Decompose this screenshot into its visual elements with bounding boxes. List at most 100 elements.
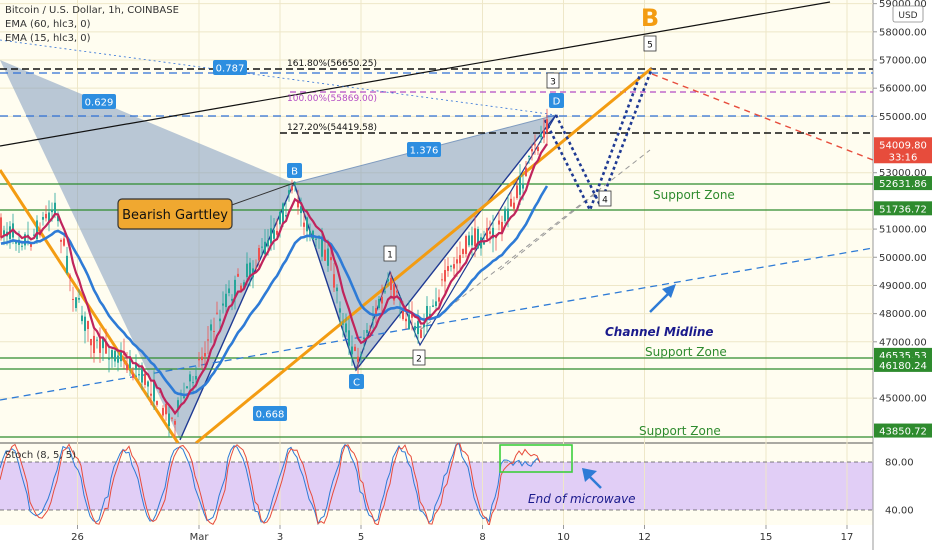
- candle-body: [45, 213, 47, 219]
- candle-body: [201, 356, 203, 361]
- price-tag-label: 54009.80: [879, 140, 927, 151]
- candle-body: [342, 323, 344, 325]
- candle-body: [456, 259, 458, 264]
- candle-body: [300, 206, 302, 214]
- price-tag-label: 51736.72: [879, 204, 927, 215]
- candle-body: [336, 287, 338, 292]
- stoch-d-line: [0, 443, 541, 525]
- candle-body: [21, 245, 23, 247]
- candle-body: [417, 321, 419, 335]
- candle-body: [261, 246, 263, 248]
- svg-text:C: C: [353, 378, 360, 389]
- price-tag-label: 46535.53: [879, 351, 927, 362]
- price-tag-label: 52631.86: [879, 179, 927, 190]
- candle-body: [459, 255, 461, 264]
- candle-body: [33, 234, 35, 236]
- candle-body: [240, 285, 242, 291]
- candle-body: [408, 314, 410, 330]
- candle-body: [90, 339, 92, 346]
- candle-body: [207, 339, 209, 341]
- stoch-axis: 80.00 40.00: [885, 458, 914, 517]
- candle-body: [177, 400, 179, 409]
- candle-body: [378, 298, 380, 308]
- candle-body: [540, 134, 542, 138]
- candle-body: [303, 222, 305, 227]
- candle-body: [60, 239, 62, 242]
- candle-body: [159, 391, 161, 393]
- microwave-box: [499, 444, 573, 473]
- candle-body: [477, 228, 479, 249]
- candle-body: [330, 257, 332, 261]
- candle-body: [423, 322, 425, 328]
- ratio-tag-0629: 0.629: [82, 94, 116, 109]
- y-tick-label: 47000.00: [879, 337, 927, 348]
- candle-body: [162, 407, 164, 416]
- candle-body: [279, 211, 281, 225]
- candle-body: [99, 337, 101, 353]
- microwave-label: End of microwave: [528, 492, 636, 506]
- candle-body: [81, 315, 83, 322]
- candle-body: [390, 278, 392, 290]
- x-tick-label: 5: [358, 532, 364, 543]
- candle-body: [339, 308, 341, 313]
- candle-body: [249, 262, 251, 277]
- candle-body: [375, 308, 377, 315]
- candle-body: [174, 420, 176, 425]
- svg-text:1: 1: [387, 251, 393, 261]
- candle-body: [243, 282, 245, 288]
- candle-body: [363, 337, 365, 340]
- candle-body: [156, 401, 158, 405]
- candle-body: [72, 298, 74, 300]
- big-wave-b-label: B: [641, 4, 659, 32]
- candle-body: [516, 185, 518, 198]
- x-tick-label: 17: [841, 532, 854, 543]
- y-tick-label: 57000.00: [879, 56, 927, 67]
- candle-body: [414, 326, 416, 330]
- currency-badge[interactable]: USD: [892, 5, 924, 23]
- candle-body: [69, 275, 71, 279]
- candle-body: [270, 228, 272, 244]
- candle-body: [396, 290, 398, 293]
- y-tick-label: 59000.00: [879, 0, 927, 10]
- fib-label-1618: 161.80%(56650.25): [287, 59, 377, 69]
- candle-body: [63, 238, 65, 246]
- candle-body: [189, 374, 191, 382]
- candle-body: [246, 263, 248, 278]
- candle-body: [405, 318, 407, 322]
- candle-body: [165, 403, 167, 415]
- candle-body: [15, 241, 17, 244]
- candle-body: [210, 324, 212, 331]
- candle-body: [57, 215, 59, 222]
- candle-body: [486, 228, 488, 240]
- candle-body: [228, 288, 230, 294]
- wave-label-1: 1: [383, 245, 397, 262]
- candle-body: [129, 356, 131, 369]
- candle-body: [519, 176, 521, 195]
- x-tick-label: 3: [277, 532, 283, 543]
- channel-top-line: [0, 1, 831, 147]
- candle-body: [285, 214, 287, 217]
- candle-body: [273, 230, 275, 239]
- ema60-legend: EMA (60, hlc3, 0): [5, 19, 91, 30]
- candle-body: [51, 209, 53, 213]
- candle-body: [480, 237, 482, 249]
- candle-body: [534, 144, 536, 146]
- candle-body: [225, 293, 227, 308]
- price-candles: [0, 108, 548, 438]
- candle-body: [306, 217, 308, 232]
- candle-body: [369, 329, 371, 331]
- candle-body: [135, 363, 137, 370]
- candle-body: [183, 396, 185, 399]
- candle-body: [213, 330, 215, 332]
- svg-text:D: D: [553, 97, 561, 108]
- price-axis: 59000.00 58000.00 57000.00 56000.00 55000.00…: [873, 0, 927, 405]
- wave-label-5: 5: [643, 35, 657, 52]
- svg-text:0.787: 0.787: [216, 64, 245, 75]
- candle-body: [219, 318, 221, 322]
- candle-body: [222, 303, 224, 306]
- candle-body: [267, 240, 269, 247]
- price-tag-bg: [874, 137, 932, 164]
- stoch-tick-label: 40.00: [885, 506, 914, 517]
- candle-body: [198, 358, 200, 361]
- drawings: [0, 1, 873, 443]
